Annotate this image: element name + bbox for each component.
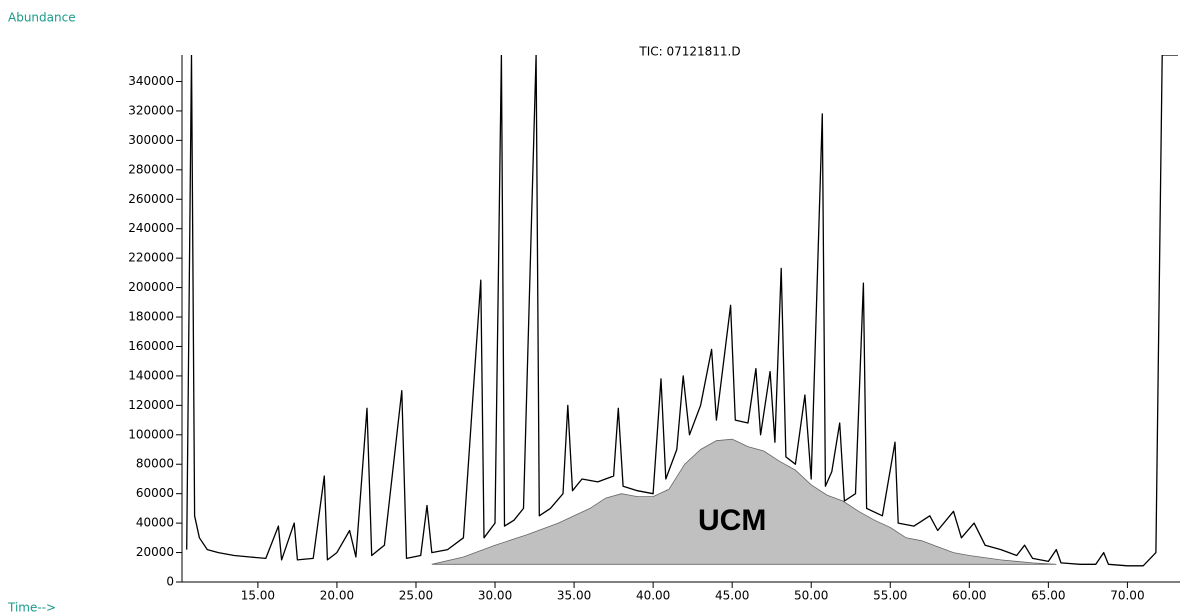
x-tick-label: 50.00 [794,589,828,603]
y-tick-label: 140000 [128,368,174,382]
y-tick-label: 260000 [128,192,174,206]
y-axis-label: Abundance [8,11,76,25]
y-tick-label: 0 [166,575,174,589]
y-tick-label: 60000 [136,486,174,500]
chart-title: TIC: 07121811.D [638,45,740,59]
x-tick-label: 45.00 [715,589,749,603]
y-tick-label: 100000 [128,427,174,441]
x-tick-label: 35.00 [557,589,591,603]
y-tick-label: 220000 [128,251,174,265]
x-tick-label: 30.00 [478,589,512,603]
y-tick-label: 280000 [128,162,174,176]
x-tick-label: 60.00 [952,589,986,603]
x-tick-label: 40.00 [636,589,670,603]
y-tick-label: 20000 [136,545,174,559]
y-tick-label: 40000 [136,516,174,530]
y-tick-label: 240000 [128,221,174,235]
y-tick-label: 80000 [136,457,174,471]
y-tick-label: 320000 [128,103,174,117]
area-label: UCM [698,504,766,537]
x-tick-label: 55.00 [873,589,907,603]
ucm-area [431,438,1057,565]
x-tick-label: 65.00 [1031,589,1065,603]
x-tick-label: 70.00 [1110,589,1144,603]
y-tick-label: 160000 [128,339,174,353]
y-tick-label: 300000 [128,133,174,147]
x-tick-label: 15.00 [241,589,275,603]
y-tick-label: 120000 [128,398,174,412]
y-tick-label: 200000 [128,280,174,294]
x-tick-label: 25.00 [399,589,433,603]
x-tick-label: 20.00 [320,589,354,603]
y-tick-label: 180000 [128,310,174,324]
y-tick-label: 340000 [128,74,174,88]
tic-line [186,55,1178,567]
x-axis-label: Time--> [7,601,56,615]
